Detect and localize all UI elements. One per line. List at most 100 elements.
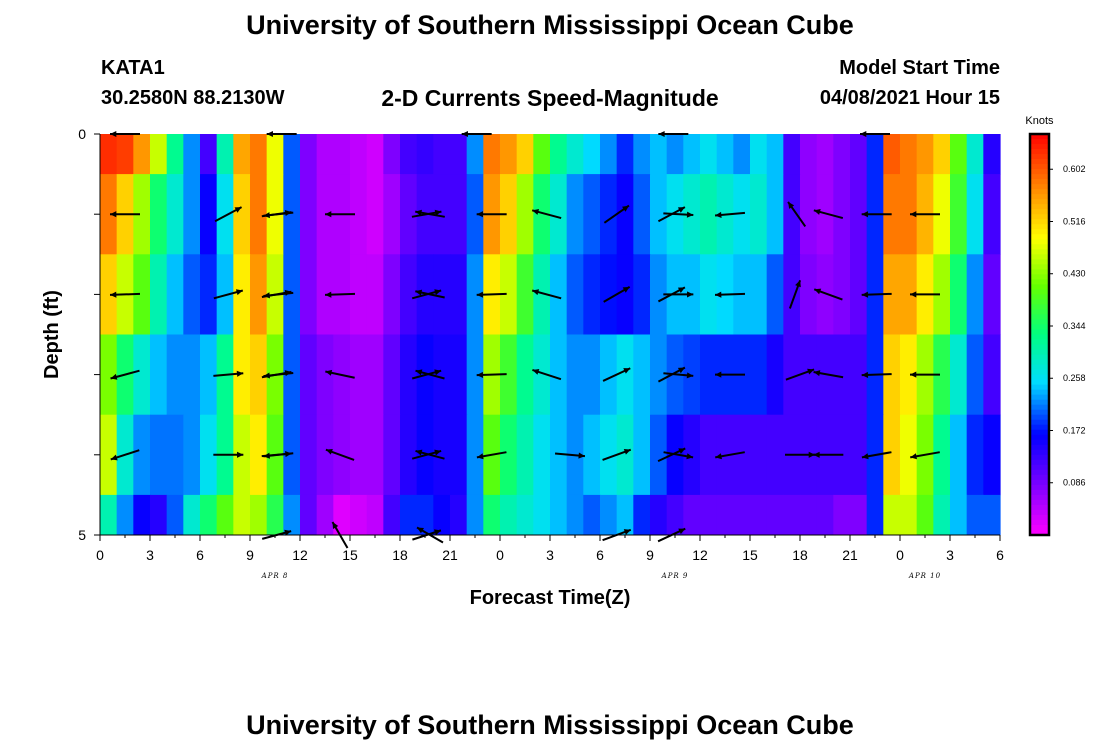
current-vector-head bbox=[910, 291, 917, 298]
heatmap-cell bbox=[300, 174, 318, 255]
colorbar-segment bbox=[1030, 154, 1049, 160]
heatmap-cell bbox=[366, 254, 384, 335]
colorbar-segment bbox=[1030, 474, 1049, 481]
heatmap-cell bbox=[150, 254, 168, 335]
station-name: KATA1 bbox=[101, 57, 165, 79]
heatmap-cell bbox=[550, 334, 568, 416]
heatmap-cell bbox=[783, 134, 801, 175]
heatmap-cell bbox=[200, 494, 218, 536]
current-vector-head bbox=[677, 207, 685, 213]
heatmap-cell bbox=[950, 334, 968, 416]
heatmap-cell bbox=[533, 134, 551, 175]
heatmap-cell bbox=[366, 494, 384, 536]
heatmap-cell bbox=[933, 334, 951, 416]
heatmap-cell bbox=[800, 174, 818, 255]
colorbar-segment bbox=[1030, 254, 1049, 260]
colorbar-segment bbox=[1030, 329, 1049, 336]
heatmap-cell bbox=[100, 134, 118, 175]
heatmap-cell bbox=[100, 334, 118, 416]
current-vector-head bbox=[110, 454, 118, 461]
current-vector-head bbox=[910, 211, 917, 218]
heatmap-cell bbox=[650, 334, 668, 416]
heatmap-cell bbox=[800, 254, 818, 335]
heatmap-cell bbox=[383, 254, 401, 335]
heatmap-cell bbox=[850, 494, 868, 536]
heatmap-cell bbox=[883, 254, 901, 335]
heatmap-cell bbox=[883, 134, 901, 175]
heatmap-cell bbox=[833, 174, 851, 255]
heatmap-cell bbox=[816, 494, 834, 536]
heatmap-cell bbox=[250, 494, 268, 536]
heatmap-cell bbox=[450, 494, 468, 536]
heatmap-cell bbox=[950, 134, 968, 175]
heatmap-cell bbox=[566, 134, 584, 175]
current-vector-head bbox=[236, 370, 244, 377]
heatmap-cell bbox=[583, 134, 601, 175]
heatmap-cell bbox=[766, 414, 784, 496]
heatmap-cell bbox=[183, 494, 201, 536]
heatmap-cell bbox=[166, 134, 184, 175]
colorbar-segment bbox=[1030, 279, 1049, 285]
heatmap-cell bbox=[883, 174, 901, 255]
heatmap-cell bbox=[183, 254, 201, 335]
colorbar-tick-label: 0.516 bbox=[1063, 216, 1086, 226]
current-vector-head bbox=[910, 453, 917, 460]
current-vector-head bbox=[623, 368, 631, 374]
heatmap-cell bbox=[166, 334, 184, 416]
heatmap-cell bbox=[533, 254, 551, 335]
heatmap-cell bbox=[950, 414, 968, 496]
x-tick-label: 18 bbox=[392, 547, 408, 563]
heatmap-cell bbox=[700, 134, 718, 175]
x-tick-label: 9 bbox=[646, 547, 654, 563]
heatmap-cell bbox=[283, 174, 301, 255]
heatmap-cell bbox=[516, 174, 534, 255]
heatmap-cell bbox=[566, 174, 584, 255]
heatmap-cell bbox=[616, 254, 634, 335]
colorbar-segment bbox=[1030, 294, 1049, 301]
heatmap-cell bbox=[816, 254, 834, 335]
heatmap-cell bbox=[750, 334, 768, 416]
colorbar-segment bbox=[1030, 259, 1049, 265]
colorbar-unit: Knots bbox=[1025, 115, 1054, 127]
heatmap-cell bbox=[483, 494, 501, 536]
colorbar-segment bbox=[1030, 134, 1049, 140]
colorbar-tick-label: 0.258 bbox=[1063, 373, 1086, 383]
heatmap-cell bbox=[150, 414, 168, 496]
heatmap-cell bbox=[633, 334, 651, 416]
x-tick-label: 21 bbox=[442, 547, 458, 563]
colorbar-segment bbox=[1030, 504, 1049, 511]
heatmap-cell bbox=[383, 334, 401, 416]
colorbar-segment bbox=[1030, 304, 1049, 311]
current-vector-head bbox=[415, 209, 422, 216]
colorbar-segment bbox=[1030, 519, 1049, 526]
heatmap-cell bbox=[350, 174, 368, 255]
heatmap-cell bbox=[500, 494, 518, 536]
heatmap-cell bbox=[383, 494, 401, 536]
heatmap-cell bbox=[533, 414, 551, 496]
x-tick-label: 3 bbox=[146, 547, 154, 563]
heatmap-cell bbox=[433, 134, 451, 175]
heatmap-cell bbox=[366, 334, 384, 416]
colorbar-segment bbox=[1030, 324, 1049, 331]
colorbar-tick-label: 0.602 bbox=[1063, 164, 1086, 174]
colorbar-segment bbox=[1030, 269, 1049, 275]
heatmap-cell bbox=[516, 254, 534, 335]
heatmap-cell bbox=[866, 494, 884, 536]
y-tick-label: 0 bbox=[78, 126, 86, 142]
heatmap-cell bbox=[600, 334, 618, 416]
heatmap-cell bbox=[983, 334, 1001, 416]
heatmap-cell bbox=[100, 494, 118, 536]
heatmap-cell bbox=[400, 414, 418, 496]
heatmap-cell bbox=[616, 494, 634, 536]
heatmap-cell bbox=[316, 134, 334, 175]
current-vector-head bbox=[263, 212, 271, 219]
colorbar-segment bbox=[1030, 284, 1049, 290]
colorbar-segment bbox=[1030, 484, 1049, 491]
heatmap-cell bbox=[250, 134, 268, 175]
heatmap-cell bbox=[833, 494, 851, 536]
heatmap-cell bbox=[383, 174, 401, 255]
heatmap-cell bbox=[633, 414, 651, 496]
x-tick-label: 6 bbox=[996, 547, 1004, 563]
current-vector-head bbox=[110, 291, 117, 298]
heatmap-cell bbox=[400, 254, 418, 335]
